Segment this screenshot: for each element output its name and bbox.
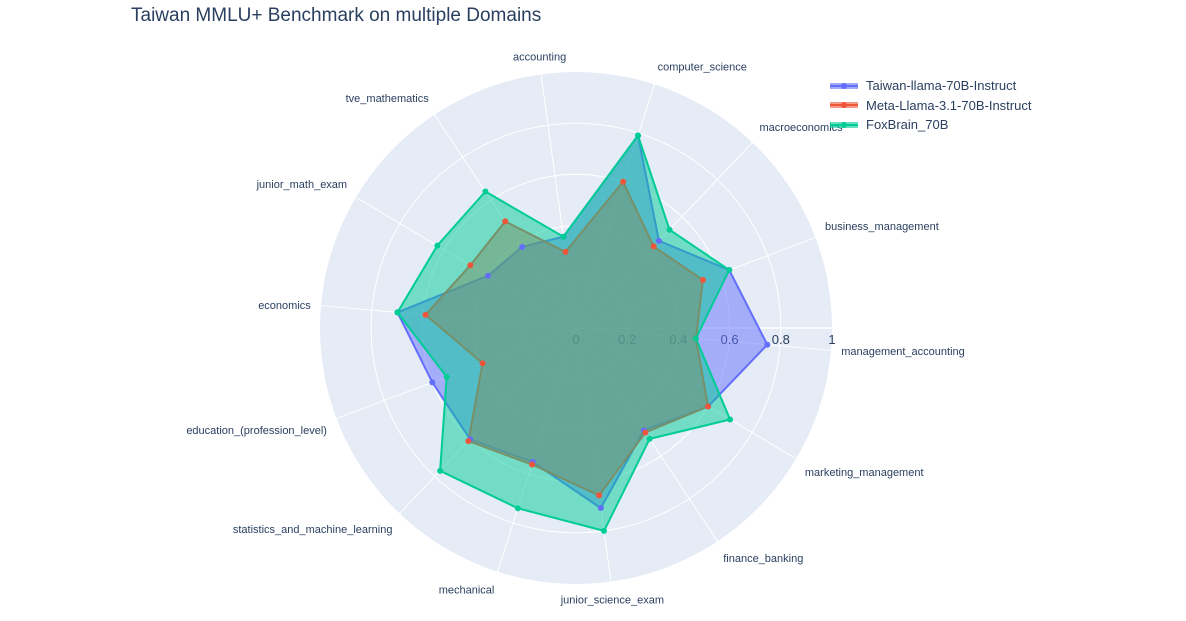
category-label: accounting: [513, 51, 566, 63]
data-point-1-11: [596, 492, 603, 499]
category-label: business_management: [825, 221, 939, 233]
category-label: education_(profession_level): [186, 425, 327, 437]
data-point-2-13: [727, 416, 734, 423]
legend-item-meta-llama[interactable]: Meta-Llama-3.1-70B-Instruct: [828, 96, 1031, 116]
data-point-0-11: [597, 505, 604, 512]
category-label: management_accounting: [841, 346, 965, 358]
data-point-0-6: [484, 272, 491, 279]
legend-item-foxbrain[interactable]: FoxBrain_70B: [828, 115, 1031, 135]
category-label: junior_math_exam: [256, 179, 348, 191]
data-point-1-4: [562, 248, 569, 255]
data-point-1-13: [705, 403, 712, 410]
data-point-1-2: [650, 243, 657, 250]
data-point-1-8: [479, 360, 486, 367]
data-point-2-2: [666, 226, 673, 233]
category-label: marketing_management: [805, 467, 924, 479]
legend-swatch-dot: [841, 82, 847, 89]
data-point-0-5: [519, 243, 526, 250]
category-label: junior_science_exam: [560, 595, 664, 607]
legend: Taiwan-llama-70B-Instruct Meta-Llama-3.1…: [828, 76, 1031, 135]
data-point-1-3: [620, 178, 627, 185]
data-point-0-2: [655, 237, 662, 244]
category-label: finance_banking: [723, 553, 803, 565]
legend-swatch-dot: [841, 102, 847, 109]
data-point-1-12: [642, 429, 649, 436]
data-point-1-6: [467, 262, 474, 269]
data-point-2-9: [437, 467, 444, 474]
data-point-2-0: [692, 335, 699, 342]
legend-label-meta-llama: Meta-Llama-3.1-70B-Instruct: [866, 97, 1032, 113]
data-point-1-7: [422, 311, 429, 318]
data-point-0-8: [429, 379, 436, 386]
data-point-2-4: [560, 233, 567, 240]
data-point-1-10: [529, 461, 536, 468]
legend-swatch-foxbrain: [828, 119, 860, 131]
data-point-2-12: [646, 435, 653, 442]
data-point-1-9: [465, 438, 472, 445]
chart-title: Taiwan MMLU+ Benchmark on multiple Domai…: [131, 5, 542, 26]
category-label: statistics_and_machine_learning: [233, 524, 393, 536]
category-label: economics: [258, 300, 311, 312]
data-point-2-3: [635, 132, 642, 139]
data-point-1-1: [699, 277, 706, 284]
legend-label-taiwan-llama: Taiwan-llama-70B-Instruct: [866, 78, 1017, 94]
category-label: mechanical: [439, 584, 495, 596]
category-label: computer_science: [658, 62, 747, 74]
legend-swatch-taiwan-llama: [828, 80, 860, 92]
legend-swatch-meta-llama: [828, 99, 860, 111]
legend-swatch-dot: [841, 121, 847, 128]
data-point-2-11: [600, 527, 607, 534]
legend-item-taiwan-llama[interactable]: Taiwan-llama-70B-Instruct: [828, 76, 1031, 96]
category-label: macroeconomics: [760, 122, 844, 134]
data-point-2-8: [443, 373, 450, 380]
radial-tick-label: 0.8: [772, 332, 790, 347]
data-point-0-0: [764, 341, 771, 348]
legend-label-foxbrain: FoxBrain_70B: [866, 117, 949, 133]
data-point-2-10: [514, 505, 521, 512]
data-point-1-5: [502, 218, 509, 225]
radial-tick-label: 1: [828, 332, 835, 347]
data-point-2-5: [482, 188, 489, 195]
data-point-2-1: [726, 267, 733, 274]
data-point-2-7: [394, 309, 401, 316]
category-label: tve_mathematics: [346, 93, 430, 105]
data-point-2-6: [434, 242, 441, 249]
